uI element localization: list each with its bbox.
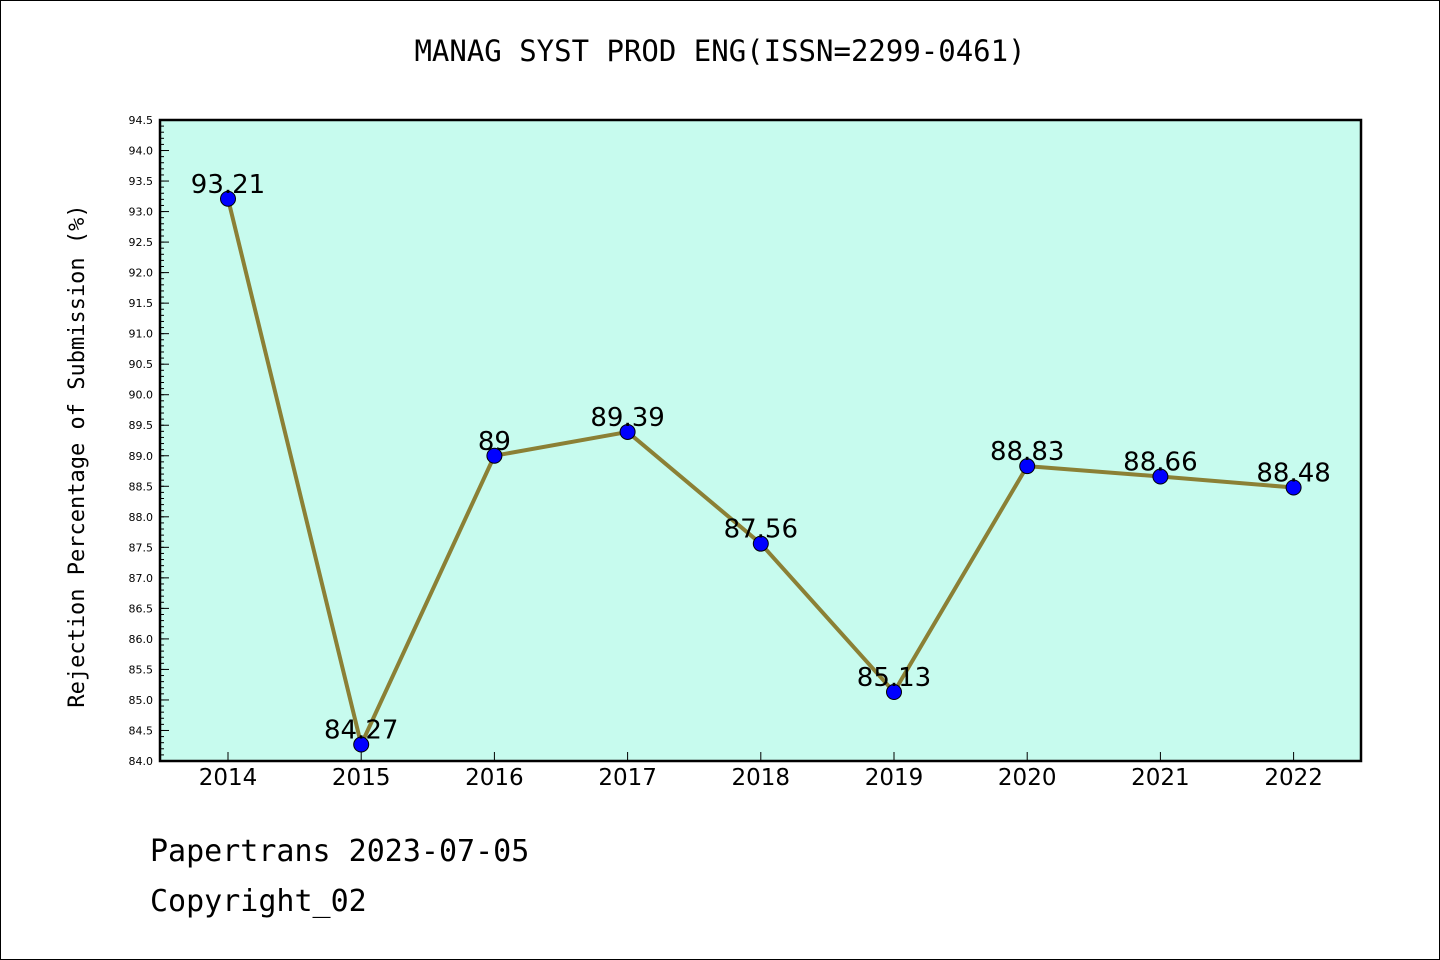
y-tick-label: 93.0 xyxy=(129,206,154,219)
y-tick-label: 84.5 xyxy=(129,724,154,737)
x-tick-label: 2020 xyxy=(998,765,1057,791)
footer-date: Papertrans 2023-07-05 xyxy=(150,834,530,869)
y-tick-label: 93.5 xyxy=(129,175,154,188)
footer-copyright: Copyright_02 xyxy=(150,884,367,919)
y-tick-label: 89.5 xyxy=(129,419,154,432)
y-tick-label: 87.0 xyxy=(129,572,154,585)
data-points xyxy=(220,190,1302,753)
data-point xyxy=(1285,479,1302,496)
y-tick-label: 86.0 xyxy=(129,633,154,646)
y-tick-label: 92.5 xyxy=(129,236,154,249)
data-label: 93.21 xyxy=(191,170,265,200)
x-tick-label: 2021 xyxy=(1131,765,1190,791)
x-tick-label: 2016 xyxy=(465,765,524,791)
data-label: 88.66 xyxy=(1123,448,1197,478)
y-tick-label: 88.5 xyxy=(129,480,154,493)
y-tick-label: 85.0 xyxy=(129,694,154,707)
data-label: 87.56 xyxy=(724,515,798,545)
chart-title: MANAG SYST PROD ENG(ISSN=2299-0461) xyxy=(414,34,1026,68)
y-tick-label: 85.5 xyxy=(129,663,154,676)
data-point xyxy=(1019,458,1036,475)
y-tick-label: 89.0 xyxy=(129,450,154,463)
data-point xyxy=(353,736,370,753)
data-point xyxy=(886,684,902,701)
x-tick-label: 2022 xyxy=(1264,765,1323,791)
data-label: 85.13 xyxy=(857,663,931,693)
x-tick-label: 2014 xyxy=(199,765,258,791)
y-tick-label: 91.0 xyxy=(129,328,154,341)
y-tick-label: 86.5 xyxy=(129,602,154,615)
data-point xyxy=(752,535,769,552)
data-point xyxy=(619,423,636,440)
y-tick-label: 94.5 xyxy=(129,114,154,127)
x-tick-label: 2018 xyxy=(732,765,791,791)
x-tick-label: 2017 xyxy=(598,765,657,791)
y-tick-label: 88.0 xyxy=(129,511,154,524)
y-tick-label: 90.0 xyxy=(129,389,154,402)
data-label: 88.48 xyxy=(1256,459,1330,489)
y-tick-label: 92.0 xyxy=(129,267,154,280)
data-label: 89 xyxy=(478,427,511,457)
data-label: 89.39 xyxy=(590,403,664,433)
x-tick-label: 2015 xyxy=(332,765,391,791)
data-label: 88.83 xyxy=(990,437,1064,467)
x-tick-label: 2019 xyxy=(865,765,924,791)
x-axis-ticks: 2014 2015 2016 2017 2018 2019 2020 2021 2022 xyxy=(199,752,1323,791)
y-tick-label: 91.5 xyxy=(129,297,154,310)
plot-area xyxy=(160,120,1361,761)
data-label: 84.27 xyxy=(324,716,398,746)
y-axis-label: Rejection Percentage of Submission (%) xyxy=(65,204,90,707)
y-tick-label: 84.0 xyxy=(129,755,154,768)
plot-border xyxy=(158,118,1363,763)
y-tick-label: 87.5 xyxy=(129,541,154,554)
y-tick-label: 94.0 xyxy=(129,145,154,158)
data-point xyxy=(220,190,236,207)
data-point xyxy=(1152,468,1169,485)
data-point xyxy=(486,447,503,464)
data-labels: 93.21 84.27 89 89.39 87.56 85.13 88.83 88.66 88.… xyxy=(191,170,1331,746)
y-axis-ticks: 84.0 84.5 85.0 85.5 86.0 86.5 87.0 87.5 88.0 88.5… xyxy=(129,114,169,768)
y-tick-label: 90.5 xyxy=(129,358,154,371)
